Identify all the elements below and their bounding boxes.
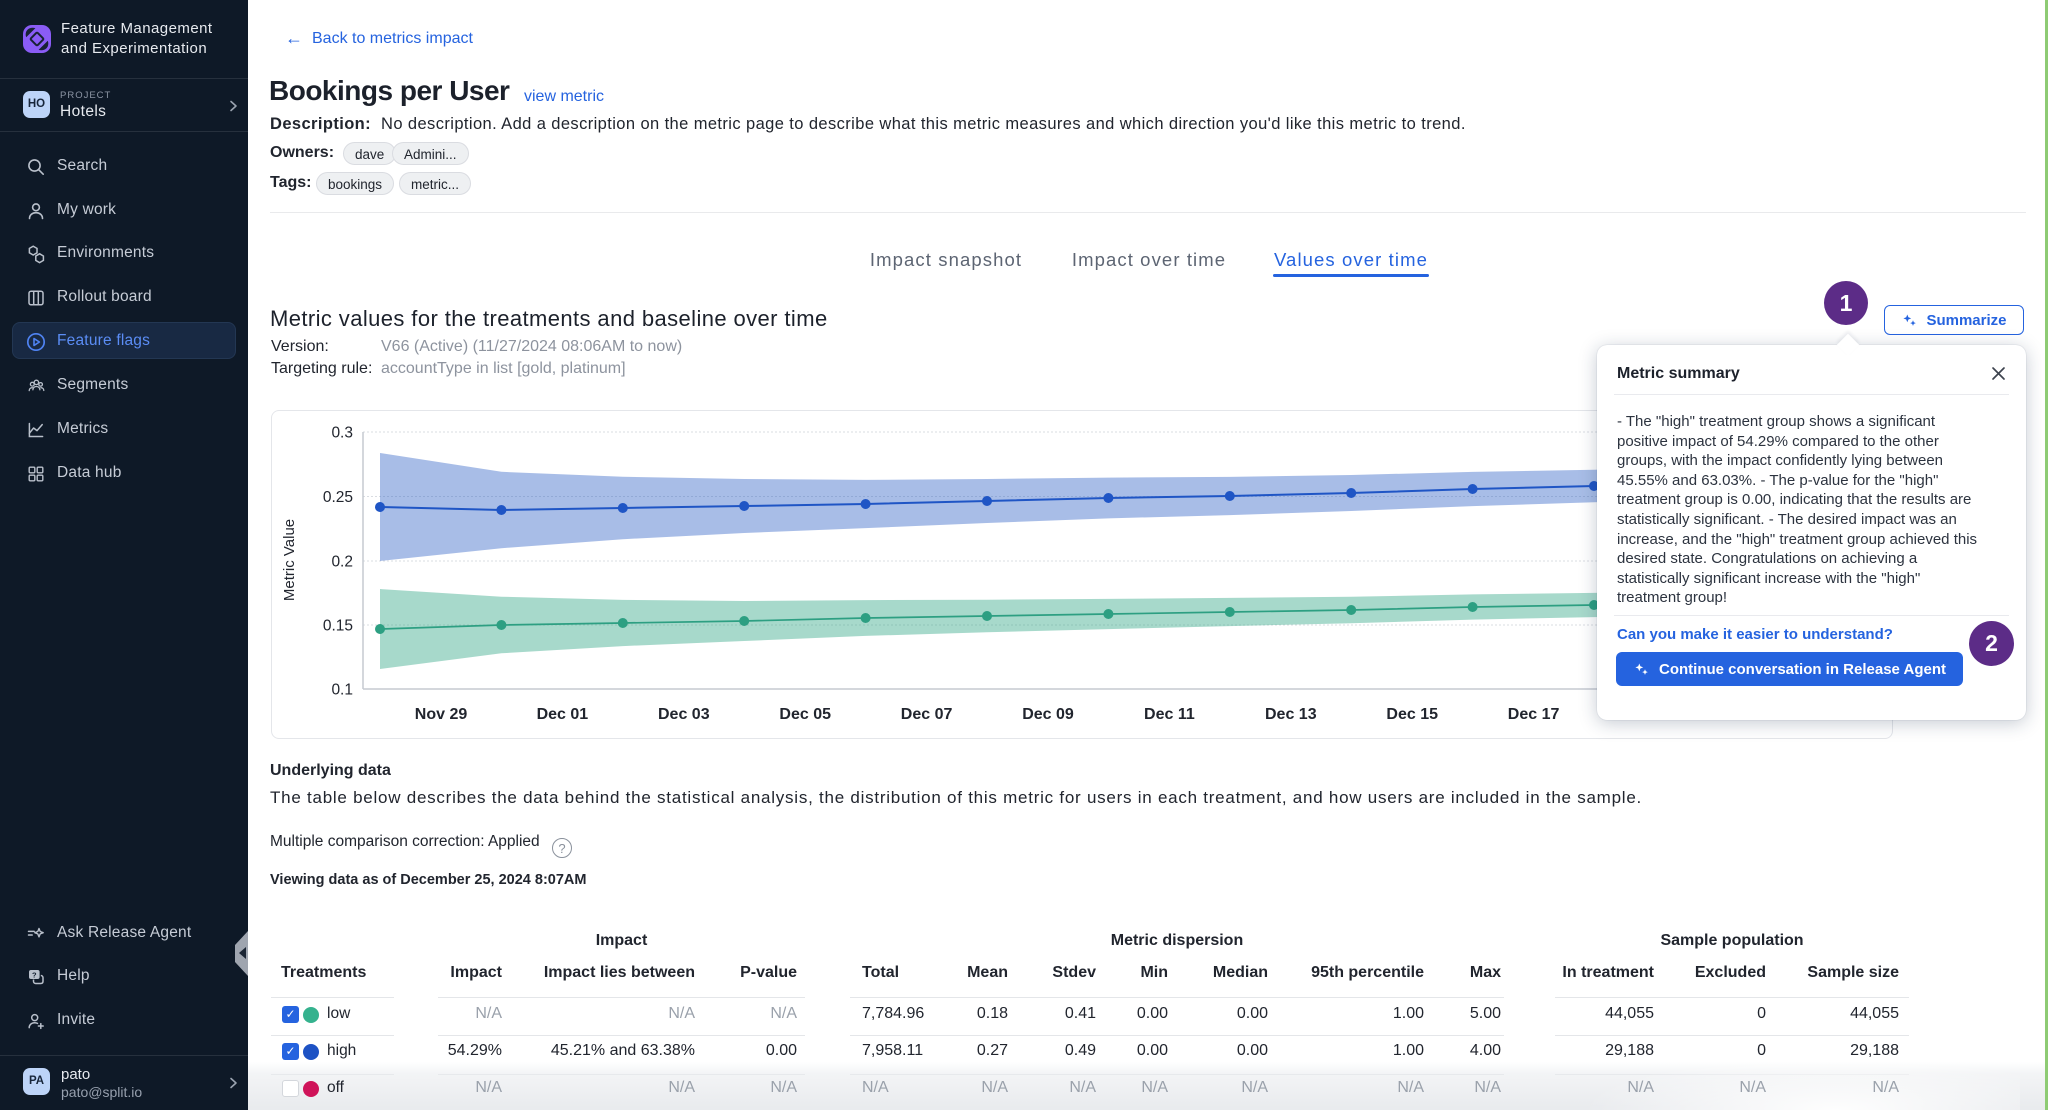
- svg-text:0.2: 0.2: [331, 554, 353, 571]
- svg-text:?: ?: [32, 970, 37, 979]
- svg-text:0.3: 0.3: [331, 425, 353, 442]
- svg-text:Dec 07: Dec 07: [901, 706, 953, 723]
- svg-text:0.1: 0.1: [331, 682, 353, 699]
- svg-text:Metric Value: Metric Value: [281, 519, 298, 601]
- svg-text:0.25: 0.25: [323, 489, 353, 506]
- svg-text:Dec 05: Dec 05: [779, 706, 831, 723]
- svg-text:Dec 11: Dec 11: [1144, 706, 1195, 723]
- svg-text:Dec 13: Dec 13: [1265, 706, 1317, 723]
- svg-text:Dec 15: Dec 15: [1386, 706, 1438, 723]
- svg-text:Dec 03: Dec 03: [658, 706, 710, 723]
- svg-text:Nov 29: Nov 29: [415, 706, 468, 723]
- svg-text:Dec 01: Dec 01: [537, 706, 589, 723]
- svg-text:Dec 09: Dec 09: [1022, 706, 1074, 723]
- svg-text:Dec 17: Dec 17: [1508, 706, 1560, 723]
- svg-text:0.15: 0.15: [323, 618, 353, 635]
